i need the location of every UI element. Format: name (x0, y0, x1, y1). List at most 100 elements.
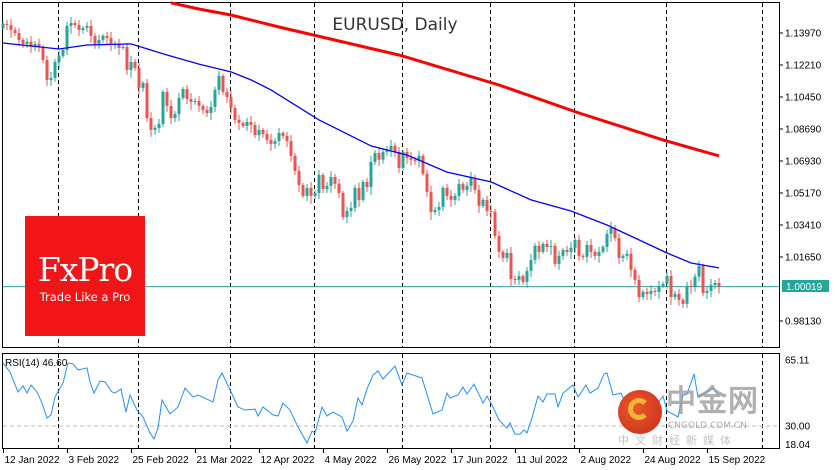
candle-body (61, 49, 65, 56)
candle-body (133, 61, 137, 68)
candle-body (81, 27, 85, 30)
candle (525, 266, 529, 288)
candle-body (557, 255, 561, 264)
candle-body (89, 25, 93, 36)
date-tick-label: 2 Aug 2022 (581, 455, 632, 466)
candle-body (77, 25, 81, 30)
candle-body (357, 187, 361, 200)
candle (25, 37, 29, 48)
candle-body (677, 293, 681, 300)
candle (589, 238, 593, 258)
candle (69, 17, 73, 34)
candle (569, 241, 573, 259)
date-tick-label: 12 Jan 2022 (5, 455, 60, 466)
candle-body (389, 145, 393, 150)
chart-title: EURUSD, Daily (332, 15, 457, 35)
candle (373, 149, 377, 165)
candle (553, 242, 557, 267)
candle (517, 271, 521, 285)
candle-body (661, 283, 665, 286)
candle (345, 206, 349, 223)
price-tick-label: 0.98130 (785, 316, 822, 327)
candle-body (577, 239, 581, 256)
price-tick-label: 1.13970 (785, 29, 822, 40)
candle (693, 273, 697, 292)
candle (329, 170, 333, 193)
candle-body (497, 235, 501, 252)
candle (5, 19, 9, 31)
candle (469, 171, 473, 192)
candle (221, 73, 225, 95)
candle (21, 37, 25, 48)
candle-body (225, 91, 229, 97)
candle-body (529, 259, 533, 271)
candle (493, 208, 497, 239)
candle-body (281, 132, 285, 136)
candle (485, 195, 489, 216)
candle (565, 245, 569, 256)
candle (717, 277, 721, 294)
candle (241, 120, 245, 128)
candle (669, 270, 673, 305)
candle-body (681, 299, 685, 304)
candle-body (697, 265, 701, 277)
candle-body (189, 98, 193, 102)
candle-body (277, 132, 281, 141)
candle-body (633, 269, 637, 280)
candle-body (193, 100, 197, 102)
candle (357, 182, 361, 207)
candle (489, 204, 493, 220)
candle (445, 183, 449, 200)
candle (293, 152, 297, 175)
candle (157, 118, 161, 133)
candle-body (517, 276, 521, 280)
candle-body (33, 43, 37, 46)
candle-body (413, 159, 417, 161)
price-tick-label: 1.03410 (785, 220, 822, 231)
candle-body (489, 210, 493, 212)
candle (29, 35, 33, 53)
candle (197, 95, 201, 112)
candle (581, 253, 585, 260)
candle (201, 103, 205, 114)
candle-body (573, 239, 577, 248)
candle (573, 236, 577, 253)
candle (289, 134, 293, 162)
candle-body (241, 122, 245, 126)
candle-body (549, 245, 553, 247)
fxpro-logo: FxPro Trade Like a Pro (25, 216, 145, 336)
candle (637, 274, 641, 302)
candle (261, 127, 265, 138)
period-separators (58, 3, 763, 448)
candle (217, 70, 221, 95)
candle (149, 112, 153, 137)
candle (61, 47, 65, 58)
price-tick-label: 1.10450 (785, 92, 822, 103)
date-tick-label: 12 Apr 2022 (261, 455, 315, 466)
chart-frame (2, 2, 780, 449)
moving-average-slow-line (170, 1, 720, 158)
candle-body (13, 29, 17, 33)
candle (125, 42, 129, 75)
candle-body (9, 25, 13, 30)
candle (153, 124, 157, 135)
candle (189, 92, 193, 110)
candle (273, 137, 277, 149)
candle (37, 38, 41, 52)
candle (121, 44, 125, 50)
candle (13, 26, 17, 36)
candle-body (609, 227, 613, 234)
candle-body (181, 88, 185, 98)
candle-body (321, 174, 325, 189)
candle-body (121, 46, 125, 48)
candle-body (649, 290, 653, 294)
candle (441, 185, 445, 211)
candle (237, 114, 241, 130)
candle-body (117, 43, 121, 48)
candle-body (273, 140, 277, 144)
candle-body (473, 177, 477, 190)
candle (397, 146, 401, 173)
candle (169, 99, 173, 125)
candle-body (201, 105, 205, 110)
